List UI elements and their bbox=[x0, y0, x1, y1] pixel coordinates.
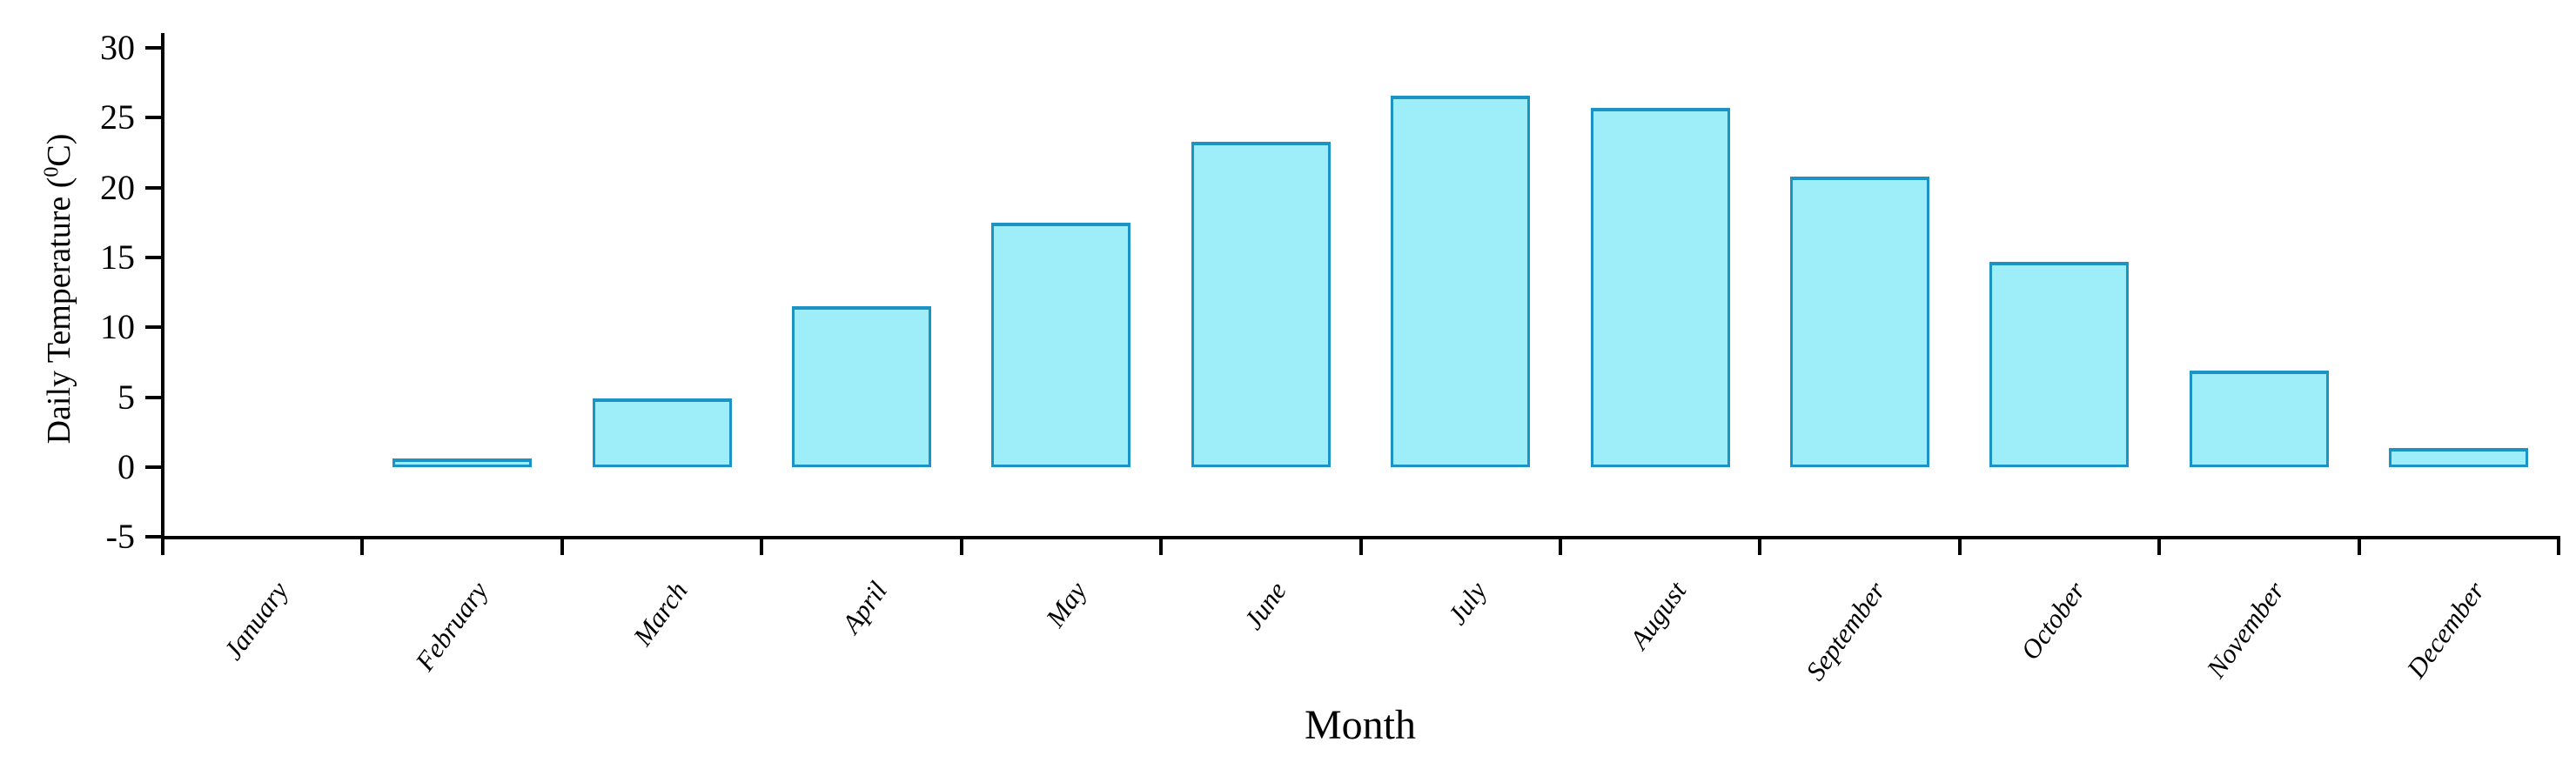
x-tick-label-january: January bbox=[218, 576, 295, 666]
x-tick-label-anchor: November bbox=[2155, 576, 2291, 684]
x-tick bbox=[2157, 539, 2162, 555]
x-tick-label-august: August bbox=[1623, 576, 1692, 655]
bar-march bbox=[592, 398, 732, 467]
x-tick bbox=[360, 539, 365, 555]
x-tick-label-february: February bbox=[409, 576, 494, 677]
x-tick bbox=[1159, 539, 1164, 555]
x-axis-title: Month bbox=[1304, 702, 1416, 748]
y-tick-label: 15 bbox=[100, 237, 135, 277]
x-tick-label-april: April bbox=[835, 576, 894, 639]
x-tick-label-anchor: March bbox=[598, 576, 694, 652]
bar-december bbox=[2389, 448, 2529, 467]
y-tick bbox=[145, 45, 161, 50]
bar-april bbox=[791, 306, 931, 467]
x-tick bbox=[1358, 539, 1363, 555]
y-axis-line bbox=[161, 33, 164, 555]
x-tick-label-october: October bbox=[2014, 576, 2091, 666]
x-tick-label-anchor: May bbox=[1020, 576, 1093, 632]
x-tick-label-anchor: February bbox=[367, 576, 493, 676]
x-tick bbox=[1957, 539, 1962, 555]
y-tick bbox=[145, 395, 161, 399]
bar-february bbox=[392, 458, 533, 467]
x-tick-label-anchor: April bbox=[813, 576, 894, 639]
y-tick-label: -5 bbox=[105, 517, 135, 557]
bar-november bbox=[2189, 371, 2329, 467]
y-tick bbox=[145, 465, 161, 469]
x-tick-label-june: June bbox=[1238, 576, 1293, 635]
x-tick-label-july: July bbox=[1440, 576, 1493, 631]
x-tick bbox=[2357, 539, 2361, 555]
y-tick-label: 25 bbox=[100, 97, 135, 137]
x-tick-label-anchor: December bbox=[2355, 576, 2490, 684]
x-axis-line bbox=[161, 536, 2560, 539]
x-tick-label-anchor: July bbox=[1423, 576, 1493, 630]
bar-july bbox=[1391, 96, 1531, 467]
x-tick-label-anchor: October bbox=[1978, 576, 2091, 666]
y-tick bbox=[145, 255, 161, 259]
bar-may bbox=[991, 223, 1131, 467]
y-tick bbox=[145, 185, 161, 190]
x-tick bbox=[560, 539, 564, 555]
bar-september bbox=[1790, 177, 1930, 467]
bar-june bbox=[1191, 142, 1331, 467]
y-tick-label: 5 bbox=[117, 377, 135, 417]
x-tick bbox=[2557, 539, 2560, 555]
bar-august bbox=[1590, 108, 1730, 467]
y-tick-label: 20 bbox=[100, 167, 135, 207]
y-tick-label: 0 bbox=[117, 447, 135, 486]
y-axis-title-unit: C) bbox=[41, 133, 77, 167]
x-tick-label-november: November bbox=[2200, 576, 2291, 684]
y-tick-label: 30 bbox=[100, 27, 135, 67]
x-tick bbox=[760, 539, 764, 555]
x-tick-label-anchor: January bbox=[181, 576, 294, 666]
y-tick bbox=[145, 535, 161, 539]
x-tick bbox=[1558, 539, 1562, 555]
x-tick-label-may: May bbox=[1039, 576, 1093, 633]
y-tick-label: 10 bbox=[100, 307, 135, 347]
x-tick bbox=[1758, 539, 1762, 555]
bar-october bbox=[1989, 262, 2130, 467]
x-tick-label-anchor: September bbox=[1753, 576, 1891, 686]
y-tick bbox=[145, 325, 161, 330]
y-tick bbox=[145, 116, 161, 120]
x-tick-label-september: September bbox=[1800, 576, 1892, 686]
x-tick-label-anchor: August bbox=[1593, 576, 1692, 654]
x-tick-label-anchor: June bbox=[1217, 576, 1292, 635]
x-tick-label-march: March bbox=[627, 576, 694, 652]
x-tick bbox=[959, 539, 963, 555]
x-tick-label-december: December bbox=[2400, 576, 2491, 684]
